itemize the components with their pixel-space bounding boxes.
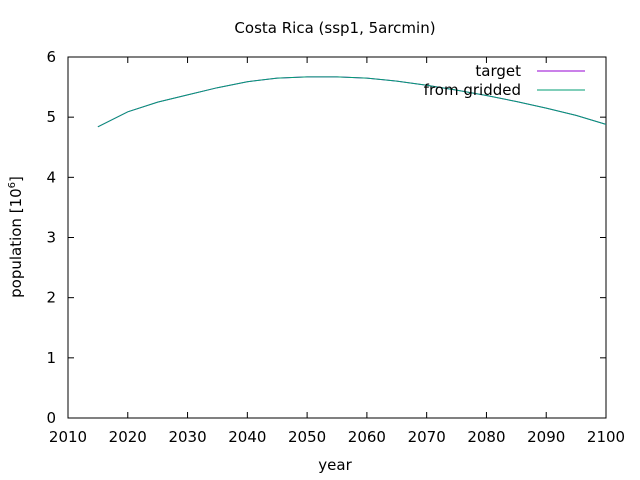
y-tick-label: 6 xyxy=(46,48,56,66)
x-tick-label: 2100 xyxy=(587,428,625,446)
y-axis-label-prefix: population [10 xyxy=(7,188,25,298)
y-tick-label: 2 xyxy=(46,289,56,307)
y-tick-label: 3 xyxy=(46,229,56,247)
y-tick-label: 0 xyxy=(46,409,56,427)
x-tick-label: 2050 xyxy=(288,428,326,446)
y-tick-label: 1 xyxy=(46,349,56,367)
x-tick-label: 2020 xyxy=(109,428,147,446)
legend-label: target xyxy=(475,62,521,80)
y-axis-label-exponent: 6 xyxy=(7,182,18,188)
x-tick-label: 2040 xyxy=(228,428,266,446)
chart-title: Costa Rica (ssp1, 5arcmin) xyxy=(234,19,435,37)
legend-label: from gridded xyxy=(424,81,521,99)
y-axis-label: population [106] xyxy=(7,176,25,298)
x-tick-label: 2080 xyxy=(467,428,505,446)
series-line-from-gridded xyxy=(97,76,607,128)
x-tick-label: 2060 xyxy=(348,428,386,446)
x-tick-label: 2070 xyxy=(408,428,446,446)
y-tick-label: 4 xyxy=(46,168,56,186)
plot-frame xyxy=(67,56,607,419)
y-tick-label: 5 xyxy=(46,108,56,126)
series-line-target xyxy=(97,76,607,128)
x-tick-label: 2030 xyxy=(168,428,206,446)
x-tick-label: 2010 xyxy=(49,428,87,446)
x-tick-label: 2090 xyxy=(527,428,565,446)
x-axis-label: year xyxy=(318,456,352,474)
y-axis-label-suffix: ] xyxy=(7,176,25,182)
